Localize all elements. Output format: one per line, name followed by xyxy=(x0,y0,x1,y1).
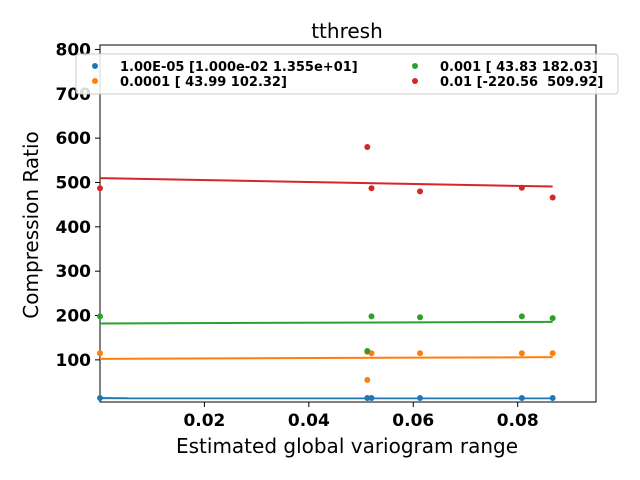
data-point-series-3 xyxy=(364,144,371,150)
data-point-series-0 xyxy=(368,395,375,402)
fit-line-series-1 xyxy=(99,356,553,360)
x-axis: 0.02 0.04 0.06 0.08 xyxy=(183,402,539,431)
legend-label: 0.001 [ 43.83 182.03] xyxy=(440,60,598,75)
data-point-series-3 xyxy=(518,184,525,191)
y-tick-label: 500 xyxy=(56,173,92,193)
data-point-series-0 xyxy=(417,395,424,402)
data-point-series-3 xyxy=(417,188,424,195)
x-tick-label: 0.04 xyxy=(288,411,330,431)
data-point-series-0 xyxy=(97,395,103,402)
fit-lines xyxy=(99,177,553,400)
data-point-series-0 xyxy=(549,395,556,402)
plot-area xyxy=(99,44,597,403)
data-point-series-1 xyxy=(549,350,556,357)
data-points xyxy=(97,144,556,402)
data-point-series-2 xyxy=(368,313,375,320)
legend-marker xyxy=(92,78,98,84)
data-point-series-2 xyxy=(97,313,103,320)
legend-box xyxy=(75,53,619,95)
chart-title: tthresh xyxy=(311,19,383,43)
data-point-series-0 xyxy=(364,395,371,402)
x-tick-label: 0.02 xyxy=(183,411,225,431)
data-point-series-2 xyxy=(417,314,424,321)
x-tick-label: 0.08 xyxy=(497,411,539,431)
data-point-series-1 xyxy=(364,376,371,383)
y-axis-label: Compression Ratio xyxy=(19,131,43,318)
legend-label: 1.00E-05 [1.000e-02 1.355e+01] xyxy=(120,60,358,75)
data-point-series-2 xyxy=(364,348,371,354)
data-point-series-1 xyxy=(417,350,424,357)
y-tick-label: 300 xyxy=(56,262,92,282)
data-point-series-1 xyxy=(518,350,525,357)
x-tick-label: 0.06 xyxy=(392,411,434,431)
legend-marker xyxy=(412,63,418,69)
data-point-series-2 xyxy=(518,313,525,320)
data-point-series-3 xyxy=(368,185,375,192)
y-tick-label: 100 xyxy=(56,351,92,371)
data-point-series-0 xyxy=(518,395,525,402)
y-tick-label: 400 xyxy=(56,218,92,238)
y-tick-label: 600 xyxy=(56,129,92,149)
legend-marker xyxy=(92,63,98,69)
data-point-series-1 xyxy=(97,350,103,357)
y-tick-label: 200 xyxy=(56,307,92,327)
fit-line-series-2 xyxy=(99,320,553,325)
data-point-series-2 xyxy=(549,315,556,322)
data-point-series-3 xyxy=(549,194,556,201)
legend: 1.00E-05 [1.000e-02 1.355e+01]0.0001 [ 4… xyxy=(75,53,619,95)
legend-marker xyxy=(412,78,418,84)
x-axis-label: Estimated global variogram range xyxy=(176,434,518,458)
legend-label: 0.01 [-220.56 509.92] xyxy=(440,75,603,90)
legend-label: 0.0001 [ 43.99 102.32] xyxy=(120,75,287,90)
data-point-series-3 xyxy=(97,185,103,192)
fit-line-series-3 xyxy=(99,177,553,188)
